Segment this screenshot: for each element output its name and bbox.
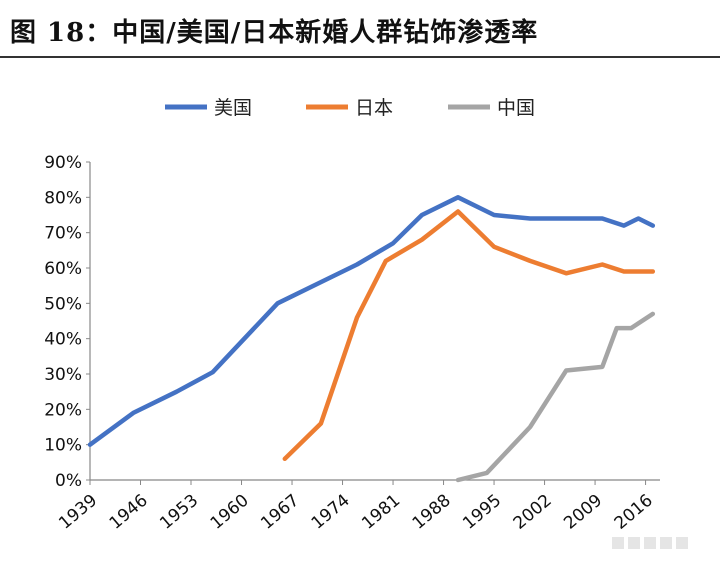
y-tick-label: 60% (44, 259, 82, 279)
y-tick-label: 30% (44, 365, 82, 385)
legend-label-0: 美国 (214, 97, 252, 119)
x-tick-label: 1967 (257, 491, 303, 534)
x-tick-label: 2002 (510, 491, 556, 534)
chart-legend: 美国 日本 中国 (165, 97, 535, 119)
y-tick-label: 90% (44, 153, 82, 173)
x-tick-label: 1995 (459, 491, 505, 534)
series-line-1 (282, 209, 656, 462)
y-tick-label: 10% (44, 436, 82, 456)
x-tick-label: 1960 (207, 491, 253, 534)
x-tick-label: 1953 (156, 491, 202, 534)
x-tick-label: 1939 (55, 491, 101, 534)
x-tick-label: 2009 (560, 491, 606, 534)
legend-label-1: 日本 (355, 97, 393, 119)
y-tick-label: 50% (44, 294, 82, 314)
y-tick-label: 80% (44, 188, 82, 208)
y-tick-label: 0% (55, 471, 82, 491)
series-line-0 (87, 195, 656, 447)
figure-title: 图 18：中国/美国/日本新婚人群钻饰渗透率 (10, 18, 539, 48)
x-tick-label: 1981 (358, 491, 404, 534)
series-line-2 (455, 311, 656, 483)
x-tick-label: 1974 (308, 491, 354, 534)
watermark (612, 534, 712, 556)
chart-series (87, 195, 656, 483)
x-axis: 1939 1946 1953 1960 1967 1974 1981 1988 1995 2002… (55, 479, 660, 534)
x-tick-label: 1946 (106, 491, 152, 534)
y-tick-label: 20% (44, 400, 82, 420)
x-tick-label: 2016 (611, 491, 657, 534)
title-rule (0, 56, 720, 58)
y-axis: 0% 10% 20% 30% 40% 50% 60% 70% 80% 90% (44, 153, 91, 491)
legend-label-2: 中国 (497, 97, 535, 119)
figure-header: 图 18：中国/美国/日本新婚人群钻饰渗透率 (0, 0, 720, 58)
y-tick-label: 40% (44, 330, 82, 350)
x-tick-label: 1988 (409, 491, 455, 534)
y-tick-label: 70% (44, 224, 82, 244)
